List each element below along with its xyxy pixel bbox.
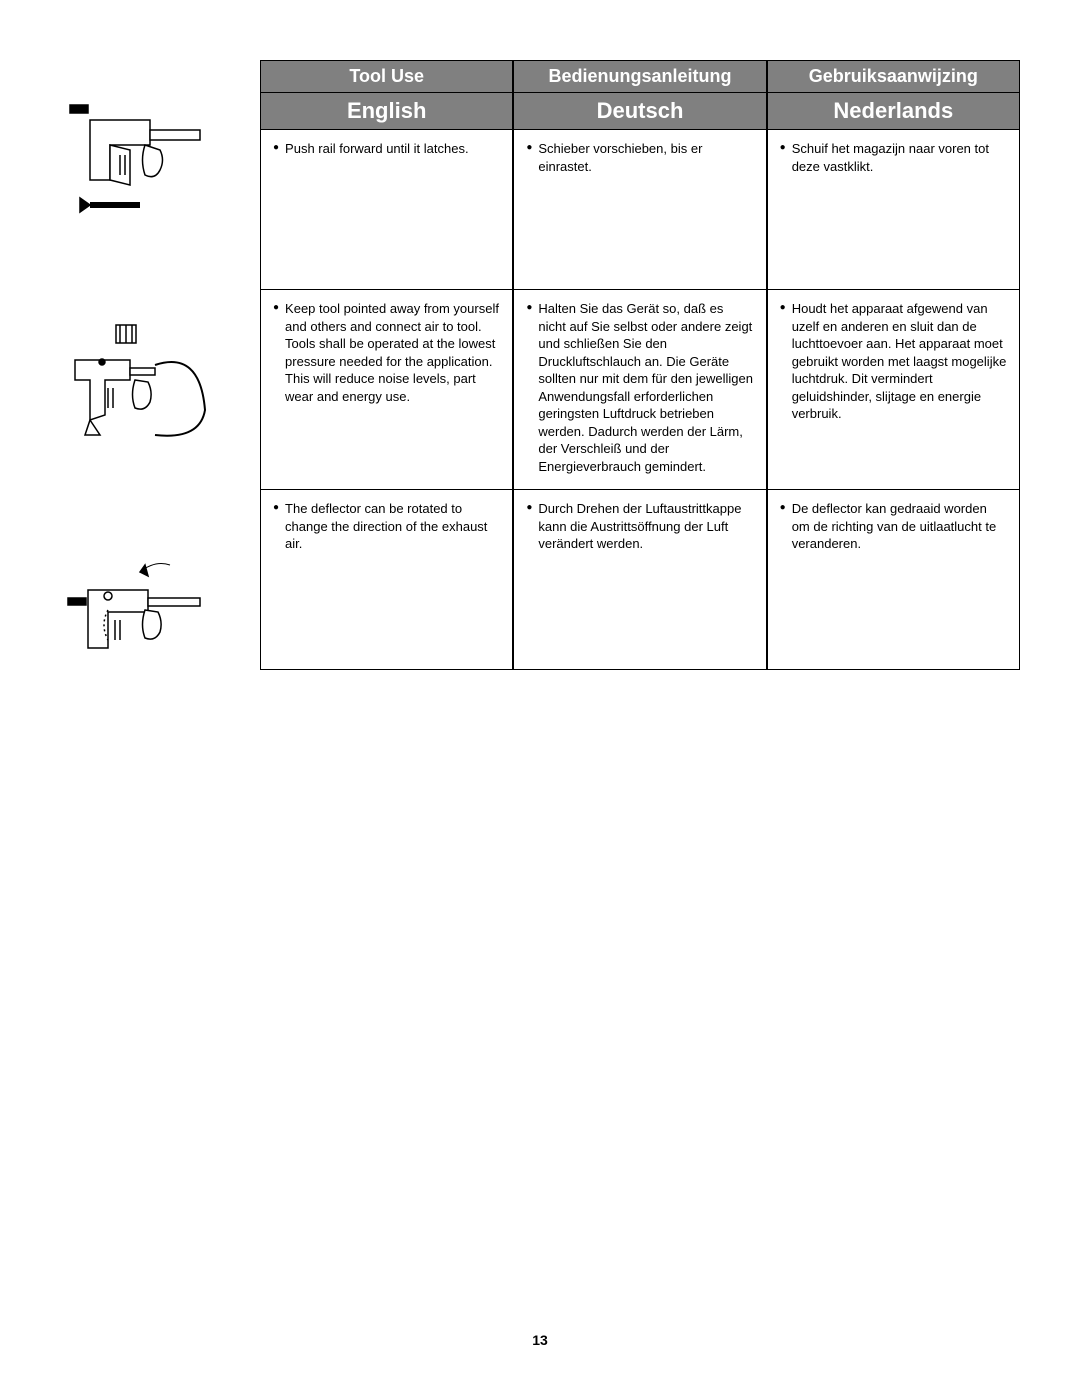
illustration-2 bbox=[60, 320, 220, 460]
illustration-3 bbox=[60, 550, 220, 690]
cell-1-deutsch: Schieber vorschieben, bis er einrastet. bbox=[513, 130, 766, 290]
header-english: English bbox=[260, 93, 513, 130]
illustration-column bbox=[60, 60, 260, 740]
header-bedienung: Bedienungsanleitung bbox=[513, 60, 766, 93]
cell-2-nederlands: Houdt het apparaat afgewend van uzelf en… bbox=[767, 290, 1020, 490]
page-number: 13 bbox=[532, 1332, 548, 1348]
text-2-english: Keep tool pointed away from yourself and… bbox=[285, 300, 500, 405]
cell-3-deutsch: Durch Drehen der Luftaustrittkappe kann … bbox=[513, 490, 766, 670]
illustration-1 bbox=[60, 90, 220, 230]
text-3-deutsch: Durch Drehen der Luftaustrittkappe kann … bbox=[538, 500, 753, 553]
cell-3-english: The deflector can be rotated to change t… bbox=[260, 490, 513, 670]
text-1-english: Push rail forward until it latches. bbox=[285, 140, 469, 158]
header-row-1: Tool Use Bedienungsanleitung Gebruiksaan… bbox=[260, 60, 1020, 93]
cell-2-english: Keep tool pointed away from yourself and… bbox=[260, 290, 513, 490]
header-tool-use: Tool Use bbox=[260, 60, 513, 93]
header-gebruik: Gebruiksaanwijzing bbox=[767, 60, 1020, 93]
cell-2-deutsch: Halten Sie das Gerät so, daß es nicht au… bbox=[513, 290, 766, 490]
text-1-nederlands: Schuif het magazijn naar voren tot deze … bbox=[792, 140, 1007, 175]
text-2-deutsch: Halten Sie das Gerät so, daß es nicht au… bbox=[538, 300, 753, 475]
content-row-1: Push rail forward until it latches. Schi… bbox=[260, 130, 1020, 290]
header-nederlands: Nederlands bbox=[767, 93, 1020, 130]
text-3-english: The deflector can be rotated to change t… bbox=[285, 500, 500, 553]
text-3-nederlands: De deflector kan gedraaid worden om de r… bbox=[792, 500, 1007, 553]
text-2-nederlands: Houdt het apparaat afgewend van uzelf en… bbox=[792, 300, 1007, 423]
cell-1-english: Push rail forward until it latches. bbox=[260, 130, 513, 290]
text-column: Tool Use Bedienungsanleitung Gebruiksaan… bbox=[260, 60, 1020, 740]
header-deutsch: Deutsch bbox=[513, 93, 766, 130]
content-row-2: Keep tool pointed away from yourself and… bbox=[260, 290, 1020, 490]
cell-3-nederlands: De deflector kan gedraaid worden om de r… bbox=[767, 490, 1020, 670]
cell-1-nederlands: Schuif het magazijn naar voren tot deze … bbox=[767, 130, 1020, 290]
header-row-2: English Deutsch Nederlands bbox=[260, 93, 1020, 130]
content-row-3: The deflector can be rotated to change t… bbox=[260, 490, 1020, 670]
text-1-deutsch: Schieber vorschieben, bis er einrastet. bbox=[538, 140, 753, 175]
